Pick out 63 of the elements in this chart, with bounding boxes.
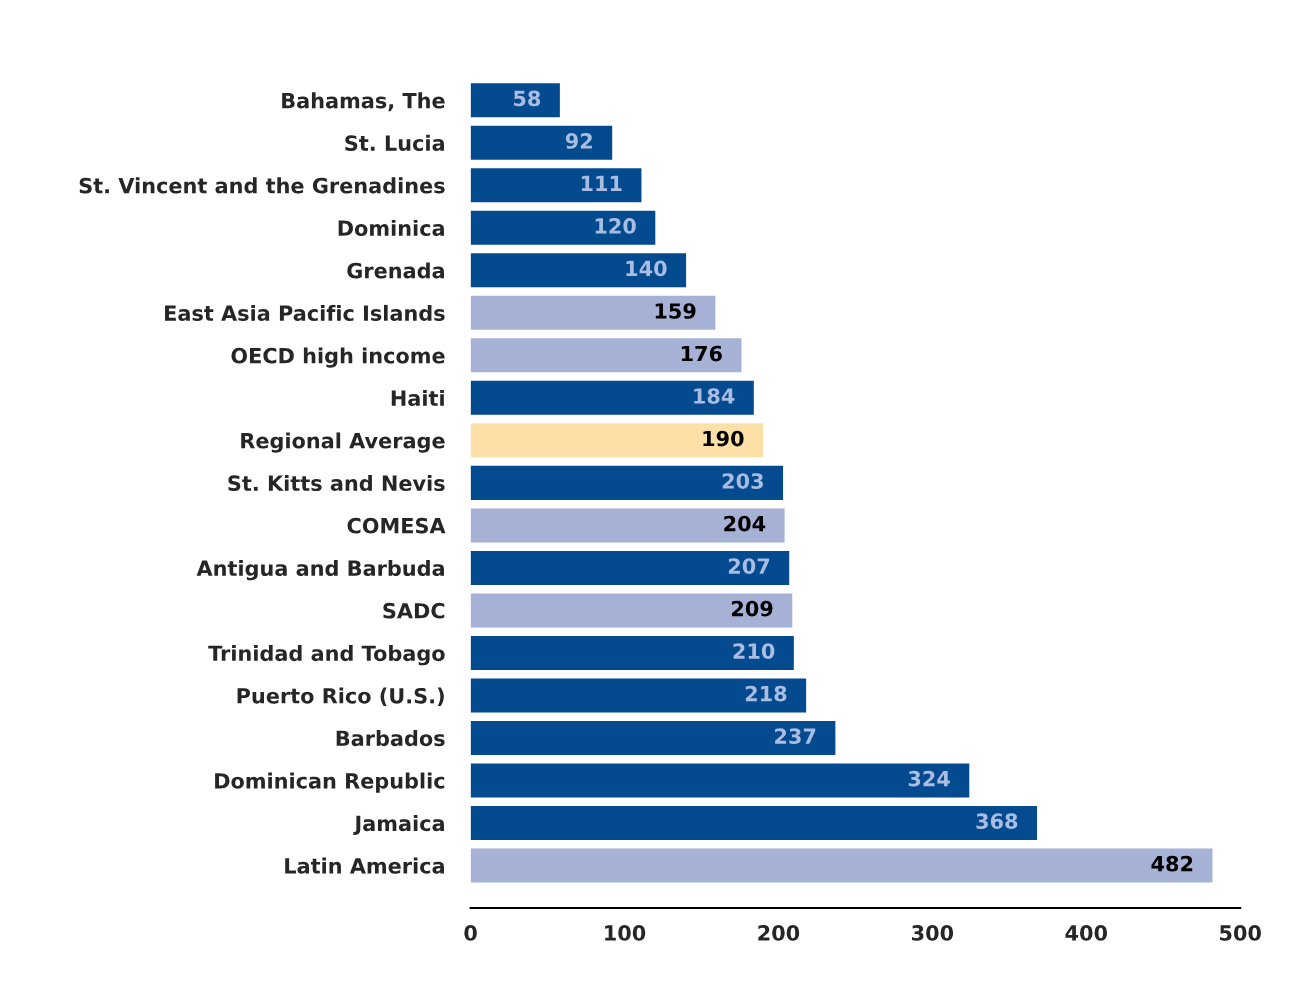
data-label: 324 — [908, 770, 950, 787]
data-label: 190 — [703, 430, 744, 447]
data-label: 237 — [775, 728, 816, 744]
y-tick-label: Dominican Republic — [215, 772, 445, 793]
x-tick-label: 200 — [758, 925, 800, 941]
x-tick-label: 500 — [1220, 925, 1261, 941]
y-tick-label: Dominica — [338, 219, 444, 237]
bar — [470, 125, 613, 160]
data-label: 204 — [724, 515, 766, 532]
x-tick-label: 300 — [912, 925, 954, 941]
y-tick-label: COMESA — [347, 517, 446, 534]
bar — [470, 593, 793, 628]
x-tick-label: 400 — [1065, 925, 1108, 941]
y-tick-label: Jamaica — [353, 815, 444, 836]
bar — [470, 168, 642, 203]
data-label: 203 — [722, 473, 763, 489]
data-label: 209 — [731, 600, 773, 617]
data-label: 210 — [733, 643, 775, 659]
bar — [470, 210, 656, 245]
bar — [470, 423, 764, 458]
x-tick-label: 100 — [605, 925, 646, 941]
data-label: 176 — [681, 345, 722, 362]
y-tick-label: Trinidad and Tobago — [208, 645, 445, 666]
bar — [470, 253, 687, 288]
data-label: 111 — [581, 175, 622, 192]
bar — [470, 763, 970, 798]
data-label: 120 — [595, 218, 636, 234]
bar — [470, 465, 784, 500]
bar — [470, 848, 1213, 883]
bar — [470, 380, 754, 415]
bar — [470, 338, 742, 373]
y-tick-label: Haiti — [391, 389, 444, 407]
y-tick-label: Barbados — [336, 730, 445, 747]
bar — [470, 508, 785, 543]
y-tick-label: OECD high income — [231, 347, 445, 368]
data-label: 218 — [745, 685, 787, 702]
x-tick-label: 0 — [464, 925, 477, 941]
data-label: 482 — [1151, 855, 1193, 872]
data-label: 140 — [626, 260, 667, 277]
y-tick-label: St. Kitts and Nevis — [228, 474, 445, 492]
y-tick-label: Antigua and Barbuda — [196, 559, 444, 581]
y-tick-label: Latin America — [285, 857, 444, 874]
bar — [470, 83, 560, 118]
data-label: 58 — [514, 90, 541, 107]
bar — [470, 720, 836, 755]
y-tick-label: Regional Average — [241, 432, 445, 453]
y-tick-label: St. Vincent and the Grenadines — [79, 177, 445, 194]
y-tick-label: St. Lucia — [345, 134, 444, 151]
y-tick-label: Grenada — [347, 262, 444, 279]
y-tick-label: Puerto Rico (U.S.) — [237, 687, 444, 707]
bar — [470, 635, 794, 670]
y-tick-label: SADC — [383, 602, 445, 619]
bar — [470, 295, 716, 330]
bar — [470, 550, 790, 585]
bar — [470, 678, 807, 713]
data-label: 159 — [655, 303, 696, 319]
data-label: 207 — [728, 558, 770, 574]
bar — [470, 805, 1038, 840]
y-tick-label: East Asia Pacific Islands — [165, 304, 445, 322]
data-label: 92 — [565, 133, 592, 149]
data-label: 184 — [694, 388, 735, 404]
data-label: 368 — [976, 813, 1018, 830]
y-tick-label: Bahamas, The — [282, 92, 445, 112]
